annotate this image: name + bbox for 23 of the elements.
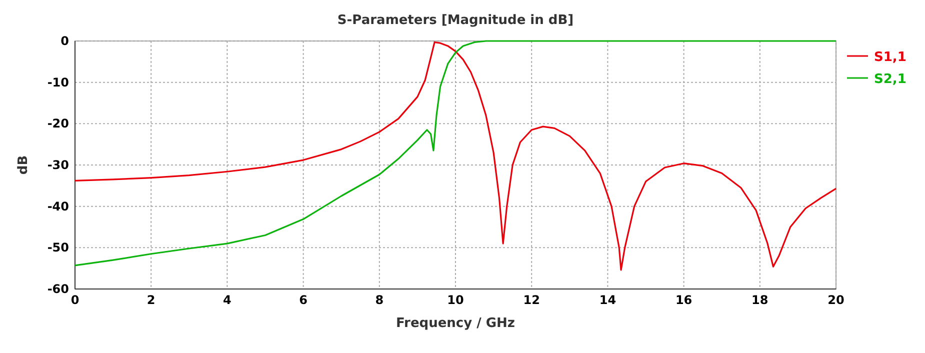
x-tick-label: 20 xyxy=(828,293,844,307)
x-tick-label: 10 xyxy=(447,293,464,307)
x-tick-label: 0 xyxy=(70,293,80,307)
y-tick-label: -60 xyxy=(47,282,69,296)
y-tick-label: -20 xyxy=(47,116,69,131)
x-axis-title: Frequency / GHz xyxy=(396,316,516,331)
y-tick-label: -30 xyxy=(47,158,69,172)
x-tick-label: 18 xyxy=(752,293,768,307)
x-tick-label: 16 xyxy=(675,293,692,307)
legend-label: S1,1 xyxy=(874,50,906,65)
chart-title: S-Parameters [Magnitude in dB] xyxy=(337,13,574,28)
x-tick-label: 2 xyxy=(146,293,156,307)
y-tick-label: -50 xyxy=(47,240,69,255)
x-tick-label: 8 xyxy=(375,293,384,307)
y-tick-label: 0 xyxy=(60,34,69,48)
x-tick-label: 14 xyxy=(599,293,616,307)
x-tick-label: 12 xyxy=(523,293,540,307)
y-axis-title: dB xyxy=(16,155,31,175)
legend-label: S2,1 xyxy=(874,72,906,87)
y-tick-label: -40 xyxy=(47,199,69,214)
x-tick-label: 6 xyxy=(299,293,308,307)
x-tick-label: 4 xyxy=(223,293,232,307)
y-tick-label: -10 xyxy=(47,75,69,90)
